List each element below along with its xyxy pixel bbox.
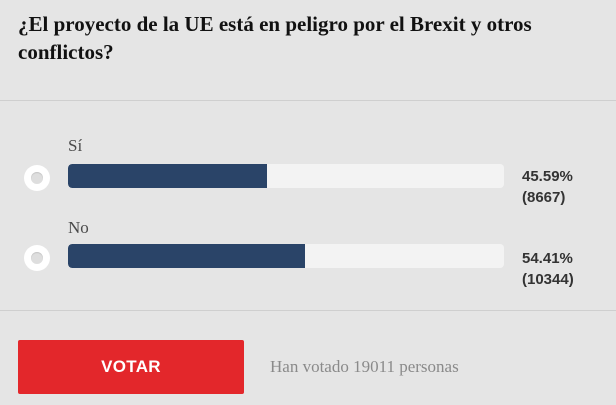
top-divider <box>0 100 616 101</box>
result-count-no: (10344) <box>522 271 574 288</box>
radio-no[interactable] <box>24 245 50 271</box>
result-stats-si: 45.59% (8667) <box>522 166 573 208</box>
option-label-si: Sí <box>68 136 83 155</box>
bottom-divider <box>0 310 616 311</box>
result-percent-si: 45.59% <box>522 168 573 185</box>
radio-dot-icon <box>31 172 43 184</box>
radio-si[interactable] <box>24 165 50 191</box>
result-bar-si <box>68 164 504 188</box>
result-bar-fill-no <box>68 244 306 268</box>
total-votes-text: Han votado 19011 personas <box>270 357 459 376</box>
result-count-si: (8667) <box>522 189 566 206</box>
option-label-no: No <box>68 218 89 237</box>
radio-dot-icon <box>31 252 43 264</box>
result-percent-no: 54.41% <box>522 250 573 267</box>
result-stats-no: 54.41% (10344) <box>522 248 574 290</box>
vote-button[interactable]: VOTAR <box>18 340 244 394</box>
result-bar-fill-si <box>68 164 267 188</box>
result-bar-no <box>68 244 504 268</box>
poll-question: ¿El proyecto de la UE está en peligro po… <box>18 12 532 64</box>
